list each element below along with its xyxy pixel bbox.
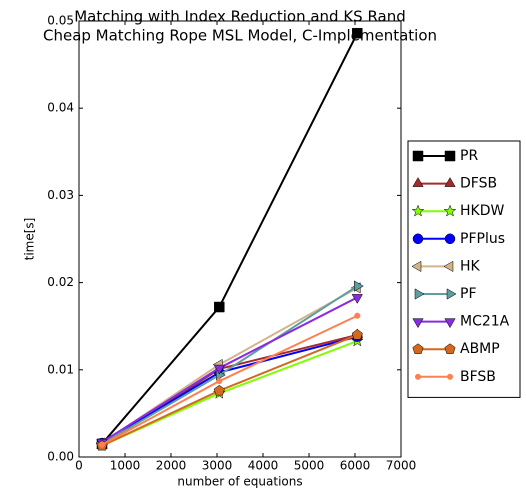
legend-marker (412, 150, 424, 162)
legend-marker (446, 373, 454, 380)
marker (351, 329, 363, 340)
legend-text: PR (460, 148, 478, 164)
legend-marker (444, 233, 456, 245)
y-tick-label: 0.03 (47, 188, 74, 202)
x-tick-label: 7000 (386, 459, 417, 473)
legend-text: HK (460, 258, 481, 274)
legend-marker (412, 177, 424, 187)
y-tick-label: 0.05 (47, 14, 74, 28)
legend-text: ABMP (460, 341, 500, 357)
legend-marker (444, 318, 456, 329)
legend-marker (412, 233, 424, 245)
chart-subtitle: Cheap Matching Rope MSL Model, C-Impleme… (43, 27, 437, 45)
legend-marker (411, 204, 425, 217)
y-tick-label: 0.02 (47, 275, 74, 289)
marker (214, 301, 225, 313)
legend-marker (444, 343, 456, 354)
x-axis-label: number of equations (177, 475, 302, 489)
legend-marker (412, 343, 424, 354)
x-tick-label: 0 (75, 459, 83, 473)
marker (213, 364, 225, 375)
x-tick-label: 6000 (340, 459, 371, 473)
plot-frame (78, 20, 402, 458)
marker (351, 294, 363, 304)
x-tick-label: 1000 (110, 459, 141, 473)
legend-text: HKDW (460, 203, 504, 219)
marker (213, 384, 225, 396)
marker (354, 312, 361, 319)
legend-text: DFSB (460, 176, 497, 192)
legend-marker (446, 288, 457, 300)
y-tick-label: 0.01 (47, 362, 74, 376)
legend-text: PFPlus (460, 231, 505, 247)
legend-marker (411, 260, 422, 273)
legend-text: BFSB (460, 369, 496, 385)
marker (352, 27, 363, 39)
marker (98, 441, 106, 448)
y-tick-label: 0.00 (47, 450, 74, 464)
y-axis-label: time[s] (23, 218, 37, 261)
marker (354, 280, 364, 292)
legend-marker (414, 373, 422, 380)
legend-marker (443, 204, 457, 217)
legend-marker (443, 260, 454, 273)
legend-marker (414, 288, 425, 300)
chart-title: Matching with Index Reduction and KS Ran… (74, 8, 406, 26)
legend-text: PF (460, 286, 477, 302)
x-tick-label: 4000 (248, 459, 279, 473)
x-tick-label: 5000 (294, 459, 325, 473)
legend-marker (412, 318, 424, 329)
legend-marker (444, 150, 456, 162)
marker (216, 378, 223, 385)
legend-text: MC21A (460, 314, 510, 330)
x-tick-label: 3000 (202, 459, 233, 473)
legend-marker (444, 177, 456, 187)
x-tick-label: 2000 (156, 459, 187, 473)
y-tick-label: 0.04 (47, 101, 74, 115)
